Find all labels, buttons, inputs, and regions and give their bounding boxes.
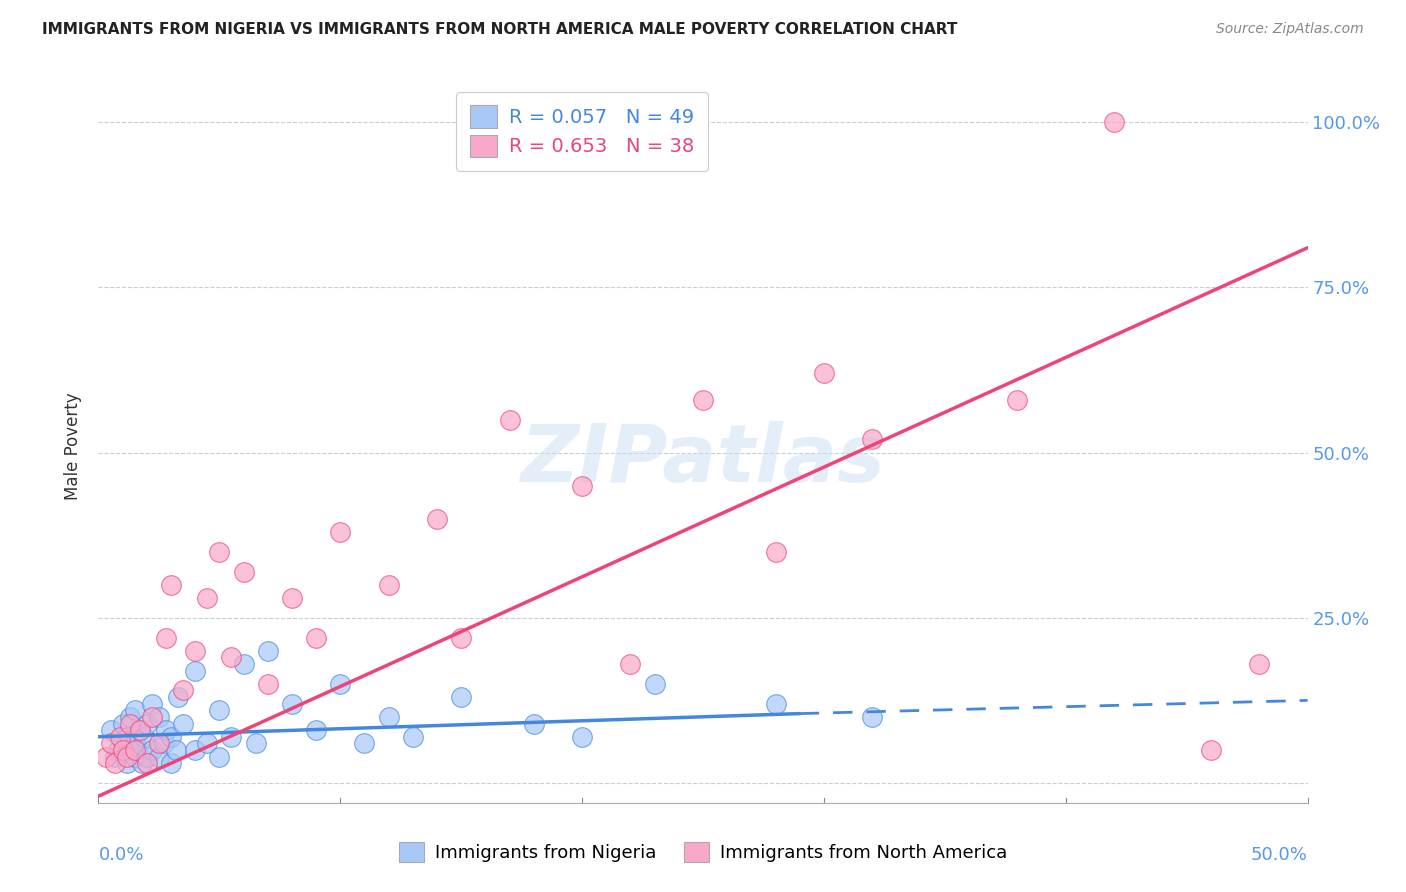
Point — [148, 736, 170, 750]
Point — [450, 690, 472, 704]
Point — [256, 644, 278, 658]
Text: 0.0%: 0.0% — [98, 846, 143, 863]
Point — [107, 743, 129, 757]
Y-axis label: Male Poverty: Male Poverty — [65, 392, 83, 500]
Point — [165, 743, 187, 757]
Point — [135, 716, 157, 731]
Point — [104, 756, 127, 771]
Point — [305, 631, 328, 645]
Point — [160, 756, 183, 771]
Point — [124, 736, 146, 750]
Legend: Immigrants from Nigeria, Immigrants from North America: Immigrants from Nigeria, Immigrants from… — [392, 834, 1014, 870]
Point — [124, 703, 146, 717]
Text: IMMIGRANTS FROM NIGERIA VS IMMIGRANTS FROM NORTH AMERICA MALE POVERTY CORRELATIO: IMMIGRANTS FROM NIGERIA VS IMMIGRANTS FR… — [42, 22, 957, 37]
Point — [141, 743, 163, 757]
Point — [127, 743, 149, 757]
Point — [152, 736, 174, 750]
Point — [135, 756, 157, 771]
Text: 50.0%: 50.0% — [1251, 846, 1308, 863]
Point — [571, 730, 593, 744]
Point — [160, 578, 183, 592]
Text: ZIPatlas: ZIPatlas — [520, 421, 886, 500]
Point — [172, 716, 194, 731]
Point — [134, 730, 156, 744]
Point — [1199, 743, 1222, 757]
Point — [124, 749, 146, 764]
Point — [860, 710, 883, 724]
Point — [111, 716, 134, 731]
Point — [1249, 657, 1271, 671]
Legend: R = 0.057   N = 49, R = 0.653   N = 38: R = 0.057 N = 49, R = 0.653 N = 38 — [457, 92, 707, 170]
Point — [100, 736, 122, 750]
Point — [426, 511, 449, 525]
Point — [118, 716, 141, 731]
Point — [281, 591, 304, 605]
Point — [184, 743, 207, 757]
Point — [377, 710, 399, 724]
Point — [141, 710, 163, 724]
Point — [184, 644, 207, 658]
Point — [135, 749, 157, 764]
Point — [100, 723, 122, 738]
Point — [155, 631, 177, 645]
Point — [498, 412, 520, 426]
Point — [131, 756, 153, 771]
Point — [148, 710, 170, 724]
Point — [281, 697, 304, 711]
Point — [208, 545, 231, 559]
Point — [813, 367, 835, 381]
Point — [402, 730, 425, 744]
Point — [221, 650, 243, 665]
Point — [148, 749, 170, 764]
Point — [256, 677, 278, 691]
Point — [128, 723, 150, 738]
Point — [195, 591, 218, 605]
Point — [117, 749, 139, 764]
Point — [232, 657, 254, 671]
Point — [765, 545, 787, 559]
Point — [1102, 115, 1125, 129]
Point — [329, 524, 352, 539]
Point — [111, 743, 134, 757]
Point — [208, 749, 231, 764]
Point — [329, 677, 352, 691]
Point — [167, 690, 190, 704]
Point — [111, 736, 134, 750]
Point — [160, 730, 183, 744]
Point — [208, 703, 231, 717]
Point — [571, 478, 593, 492]
Point — [172, 683, 194, 698]
Point — [765, 697, 787, 711]
Point — [860, 433, 883, 447]
Point — [184, 664, 207, 678]
Point — [94, 749, 117, 764]
Point — [232, 565, 254, 579]
Point — [118, 710, 141, 724]
Point — [117, 756, 139, 771]
Point — [692, 392, 714, 407]
Point — [450, 631, 472, 645]
Text: Source: ZipAtlas.com: Source: ZipAtlas.com — [1216, 22, 1364, 37]
Point — [644, 677, 666, 691]
Point — [353, 736, 375, 750]
Point — [108, 730, 131, 744]
Point — [155, 723, 177, 738]
Point — [221, 730, 243, 744]
Point — [117, 730, 139, 744]
Point — [128, 723, 150, 738]
Point — [195, 736, 218, 750]
Point — [141, 697, 163, 711]
Point — [245, 736, 267, 750]
Point — [305, 723, 328, 738]
Point — [523, 716, 546, 731]
Point — [1007, 392, 1029, 407]
Point — [377, 578, 399, 592]
Point — [619, 657, 641, 671]
Point — [104, 749, 127, 764]
Point — [124, 743, 146, 757]
